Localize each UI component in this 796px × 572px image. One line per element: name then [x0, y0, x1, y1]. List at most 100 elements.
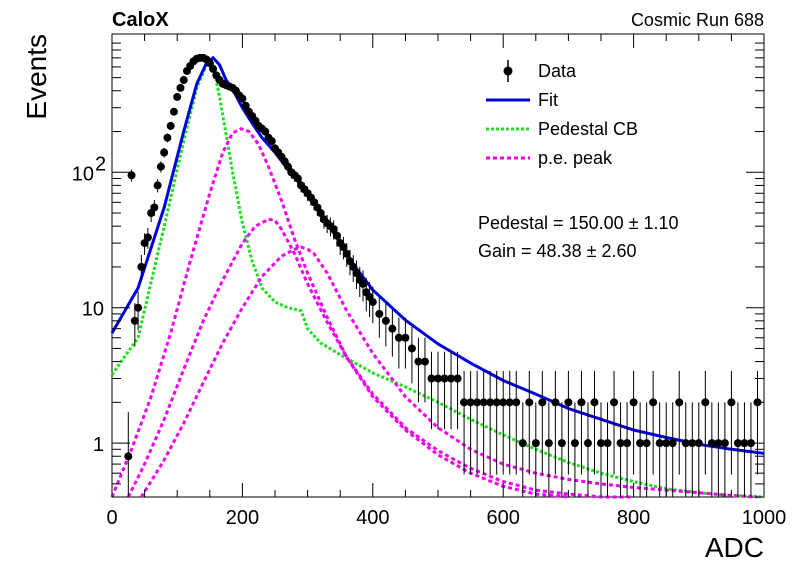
data-point-marker: [642, 439, 651, 448]
data-point-marker: [603, 439, 612, 448]
data-point: [130, 303, 139, 347]
data-point: [701, 370, 710, 475]
legend-entry-fit: Fit: [486, 90, 558, 110]
data-point: [733, 402, 742, 497]
data-point-marker: [176, 83, 185, 92]
data-point: [499, 370, 508, 475]
data-point: [518, 402, 527, 497]
data-point-marker: [150, 203, 159, 212]
data-point-marker: [727, 398, 736, 407]
data-point-marker: [359, 279, 368, 288]
data-point-marker: [577, 398, 586, 407]
data-point-marker: [368, 298, 377, 307]
data-point: [238, 94, 247, 103]
data-point: [590, 370, 599, 475]
data-point: [434, 351, 442, 430]
data-point: [143, 228, 152, 249]
data-point: [551, 370, 560, 475]
data-point: [492, 370, 501, 475]
data-point-marker: [570, 439, 579, 448]
data-point: [427, 351, 436, 430]
data-point: [675, 370, 684, 475]
data-point-marker: [681, 439, 690, 448]
data-point-marker: [675, 398, 684, 407]
y-tick-label: 10: [82, 299, 104, 321]
data-point-marker: [701, 398, 710, 407]
data-point: [241, 101, 250, 110]
series-p-e-peak-5: [140, 245, 758, 499]
data-point-marker: [486, 398, 495, 407]
data-point-marker: [156, 162, 165, 171]
data-point: [368, 286, 377, 324]
data-point-marker: [649, 398, 658, 407]
data-point: [173, 92, 182, 101]
data-point: [694, 402, 703, 497]
data-point: [414, 337, 423, 403]
legend-entry-p-e-peak: p.e. peak: [486, 148, 613, 168]
data-point-marker: [629, 398, 638, 407]
data-point-marker: [531, 439, 540, 448]
data-point: [127, 169, 136, 182]
data-point-marker: [134, 303, 143, 312]
data-point: [352, 260, 361, 289]
data-point-marker: [241, 101, 250, 110]
data-point-marker: [688, 439, 697, 448]
data-point: [505, 370, 514, 475]
data-point-marker: [525, 398, 534, 407]
data-point: [179, 76, 188, 85]
data-point-marker: [662, 439, 671, 448]
data-point: [525, 370, 534, 475]
data-point: [512, 370, 521, 475]
data-point: [570, 402, 579, 497]
series-pedestal-cb-2: [110, 59, 765, 499]
data-point-marker: [166, 121, 175, 130]
data-point: [597, 402, 605, 497]
data-point-marker: [238, 94, 247, 103]
data-point-marker: [381, 316, 390, 325]
data-point-marker: [127, 171, 136, 180]
data-point-marker: [466, 398, 475, 407]
x-axis-title: ADC: [705, 532, 764, 563]
data-point-marker: [714, 439, 723, 448]
data-point-marker: [261, 127, 270, 136]
experiment-label: CaloX: [112, 9, 169, 31]
data-point: [720, 402, 729, 497]
data-point-marker: [420, 357, 429, 366]
data-point-marker: [394, 333, 403, 342]
data-point-marker: [583, 439, 592, 448]
pedestal-param: Pedestal = 150.00 ± 1.10: [478, 213, 679, 233]
data-point: [163, 133, 172, 143]
data-point: [153, 179, 162, 193]
data-point: [124, 412, 133, 497]
gain-param: Gain = 48.38 ± 2.60: [478, 241, 637, 261]
data-point: [293, 172, 302, 186]
data-point: [166, 121, 175, 131]
data-point-marker: [375, 309, 384, 318]
data-point-marker: [160, 148, 169, 157]
data-point: [746, 402, 755, 497]
data-point-marker: [733, 439, 742, 448]
data-point: [447, 351, 456, 430]
data-point-marker: [453, 374, 462, 383]
data-point-marker: [434, 374, 442, 383]
data-point: [473, 370, 482, 475]
data-point: [407, 326, 416, 384]
data-point: [479, 370, 488, 475]
data-point: [577, 370, 586, 475]
data-point-marker: [407, 344, 416, 353]
data-point-marker: [518, 439, 527, 448]
data-point: [486, 370, 495, 475]
data-point: [636, 402, 645, 497]
data-point-marker: [610, 398, 619, 407]
y-tick-label: 1: [93, 434, 104, 456]
data-point-marker: [316, 209, 325, 218]
x-tick-label: 200: [226, 507, 259, 529]
data-point-marker: [668, 439, 677, 448]
data-point-marker: [267, 137, 276, 146]
y-axis-title: Events: [21, 34, 52, 120]
data-point-marker: [339, 243, 348, 252]
data-point-marker: [414, 357, 423, 366]
data-point-marker: [740, 439, 749, 448]
